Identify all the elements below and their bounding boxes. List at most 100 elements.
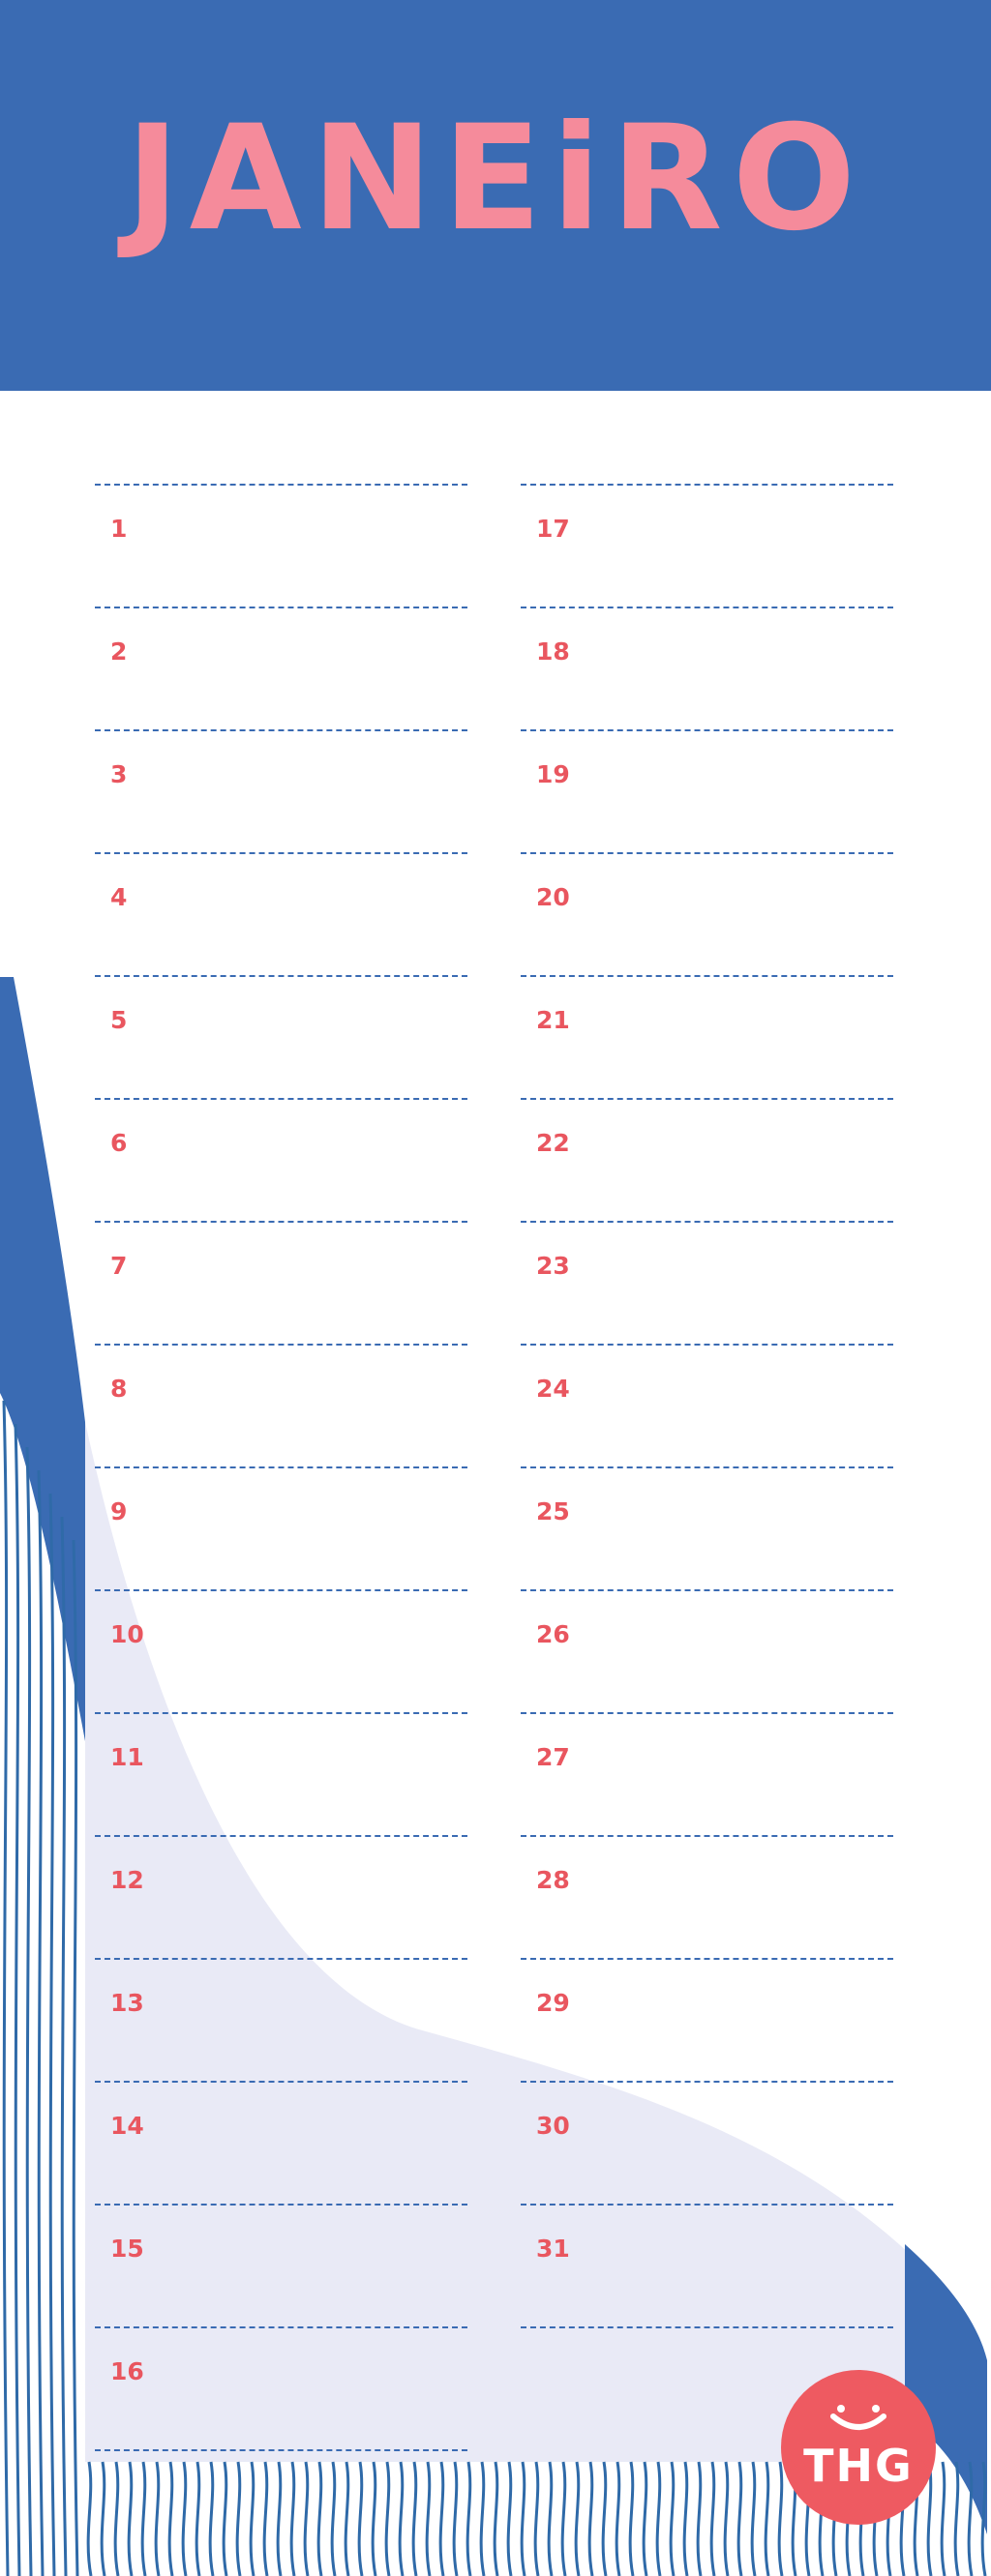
day-row[interactable]: 18 [521, 607, 893, 729]
stripe-line [764, 2461, 770, 2576]
day-number: 12 [110, 1866, 144, 1894]
day-number: 18 [536, 637, 570, 666]
stripe-line [48, 1493, 56, 2576]
divider-line [95, 2449, 467, 2451]
stripe-line [642, 2461, 648, 2576]
day-row[interactable]: 30 [521, 2081, 893, 2204]
day-number: 4 [110, 883, 128, 911]
stripe-line [682, 2461, 689, 2576]
day-row[interactable]: 7 [95, 1221, 467, 1344]
day-row[interactable]: 17 [521, 484, 893, 607]
day-number: 10 [110, 1620, 144, 1648]
day-number: 9 [110, 1497, 128, 1525]
day-row[interactable]: 8 [95, 1344, 467, 1466]
day-number: 7 [110, 1252, 128, 1280]
day-row[interactable]: 20 [521, 852, 893, 975]
blue-swoosh-right [905, 2244, 987, 2534]
stripe-line [316, 2461, 323, 2576]
day-number: 3 [110, 760, 128, 788]
stripe-line [222, 2461, 228, 2576]
stripe-line [140, 2461, 147, 2576]
stripe-line [25, 1446, 33, 2576]
day-row[interactable]: 13 [95, 1958, 467, 2081]
stripe-line [587, 2461, 594, 2576]
day-row[interactable]: 31 [521, 2204, 893, 2326]
stripe-line [533, 2461, 540, 2576]
day-row[interactable]: 22 [521, 1098, 893, 1221]
day-row[interactable]: 16 [95, 2326, 467, 2449]
day-number: 2 [110, 637, 128, 666]
day-number: 25 [536, 1497, 570, 1525]
stripe-line [777, 2461, 784, 2576]
day-row[interactable]: 15 [95, 2204, 467, 2326]
day-row[interactable]: 11 [95, 1712, 467, 1835]
day-row[interactable]: 1 [95, 484, 467, 607]
stripe-line [723, 2461, 730, 2576]
day-row[interactable]: 21 [521, 975, 893, 1098]
stripe-line [452, 2461, 459, 2576]
lavender-wave [85, 1422, 910, 2462]
day-row[interactable]: 27 [521, 1712, 893, 1835]
stripe-line [940, 2461, 946, 2576]
stripe-line [344, 2461, 350, 2576]
stripe-line [736, 2461, 743, 2576]
stripe-line [438, 2461, 445, 2576]
stripe-line [113, 2461, 120, 2576]
month-title: JANEiRO [125, 95, 866, 263]
day-row[interactable]: 23 [521, 1221, 893, 1344]
day-number: 30 [536, 2112, 570, 2140]
stripe-line [574, 2461, 581, 2576]
month-header: JANEiRO [0, 0, 991, 391]
stripe-line [425, 2461, 432, 2576]
day-number: 11 [110, 1743, 144, 1771]
day-row[interactable]: 25 [521, 1466, 893, 1589]
day-number: 1 [110, 515, 128, 543]
day-row[interactable]: 5 [95, 975, 467, 1098]
stripe-line [465, 2461, 472, 2576]
day-row[interactable]: 4 [95, 852, 467, 975]
day-number: 24 [536, 1375, 570, 1403]
stripe-line [235, 2461, 242, 2576]
smile-icon [830, 2405, 886, 2430]
day-row[interactable]: 26 [521, 1589, 893, 1712]
stripe-line [696, 2461, 703, 2576]
day-row[interactable]: 10 [95, 1589, 467, 1712]
stripe-line [547, 2461, 554, 2576]
day-number: 23 [536, 1252, 570, 1280]
header-banner [0, 0, 991, 391]
stripe-line [506, 2461, 513, 2576]
day-row[interactable]: 14 [95, 2081, 467, 2204]
divider-line [521, 2326, 893, 2328]
day-number: 15 [110, 2235, 144, 2263]
stripe-line [655, 2461, 662, 2576]
day-row[interactable]: 2 [95, 607, 467, 729]
day-row[interactable]: 29 [521, 1958, 893, 2081]
day-row[interactable]: 19 [521, 729, 893, 852]
stripe-line [384, 2461, 391, 2576]
stripe-line [14, 1423, 21, 2576]
day-row[interactable]: 28 [521, 1835, 893, 1958]
day-number: 31 [536, 2235, 570, 2263]
stripe-line [195, 2461, 201, 2576]
day-row[interactable]: 3 [95, 729, 467, 852]
day-number: 14 [110, 2112, 144, 2140]
day-row[interactable]: 24 [521, 1344, 893, 1466]
stripe-line [289, 2461, 296, 2576]
stripe-line [262, 2461, 269, 2576]
stripe-line [628, 2461, 635, 2576]
day-number: 29 [536, 1989, 570, 2017]
days-column-right: 17 18 19 20 21 22 23 24 25 26 27 28 29 30 31 [521, 484, 893, 2328]
day-row[interactable]: 6 [95, 1098, 467, 1221]
day-number: 5 [110, 1006, 128, 1034]
stripe-line [520, 2461, 526, 2576]
day-row[interactable]: 12 [95, 1835, 467, 1958]
stripe-line [181, 2461, 188, 2576]
stripe-line [560, 2461, 567, 2576]
logo-text: THG [803, 2440, 914, 2492]
stripe-line [167, 2461, 174, 2576]
stripe-line [411, 2461, 418, 2576]
day-row[interactable]: 9 [95, 1466, 467, 1589]
stripe-line [303, 2461, 310, 2576]
stripe-line [154, 2461, 161, 2576]
